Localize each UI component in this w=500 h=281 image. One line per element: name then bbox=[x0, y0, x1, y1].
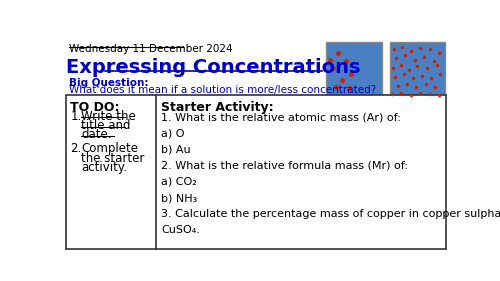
Text: Wednesday 11 December 2024: Wednesday 11 December 2024 bbox=[68, 44, 232, 54]
Text: Big Question:: Big Question: bbox=[68, 78, 148, 88]
Text: Starter Activity:: Starter Activity: bbox=[161, 101, 274, 114]
Bar bbox=[66, 94, 446, 249]
Text: 1.: 1. bbox=[70, 110, 82, 123]
Text: b) NH₃: b) NH₃ bbox=[161, 193, 197, 203]
Text: title and: title and bbox=[81, 119, 130, 132]
Bar bbox=[326, 42, 382, 100]
Text: 1. What is the relative atomic mass (Ar) of:: 1. What is the relative atomic mass (Ar)… bbox=[161, 112, 401, 122]
Text: Complete: Complete bbox=[81, 142, 138, 155]
Text: 2.: 2. bbox=[70, 142, 82, 155]
Text: the starter: the starter bbox=[81, 151, 144, 165]
Text: a) CO₂: a) CO₂ bbox=[161, 177, 196, 187]
Text: Expressing Concentrations: Expressing Concentrations bbox=[66, 58, 361, 77]
Text: activity.: activity. bbox=[81, 161, 127, 174]
Text: TO DO:: TO DO: bbox=[70, 101, 120, 114]
Bar bbox=[390, 42, 446, 100]
Text: CuSO₄.: CuSO₄. bbox=[161, 225, 200, 235]
Text: b) Au: b) Au bbox=[161, 145, 190, 155]
Text: What does it mean if a solution is more/less concentrated?: What does it mean if a solution is more/… bbox=[68, 85, 376, 94]
Text: 2. What is the relative formula mass (Mr) of:: 2. What is the relative formula mass (Mr… bbox=[161, 161, 408, 171]
Text: 3. Calculate the percentage mass of copper in copper sulphate,: 3. Calculate the percentage mass of copp… bbox=[161, 209, 500, 219]
Text: a) O: a) O bbox=[161, 128, 184, 139]
Text: date.: date. bbox=[81, 128, 112, 141]
Text: Write the: Write the bbox=[81, 110, 136, 123]
